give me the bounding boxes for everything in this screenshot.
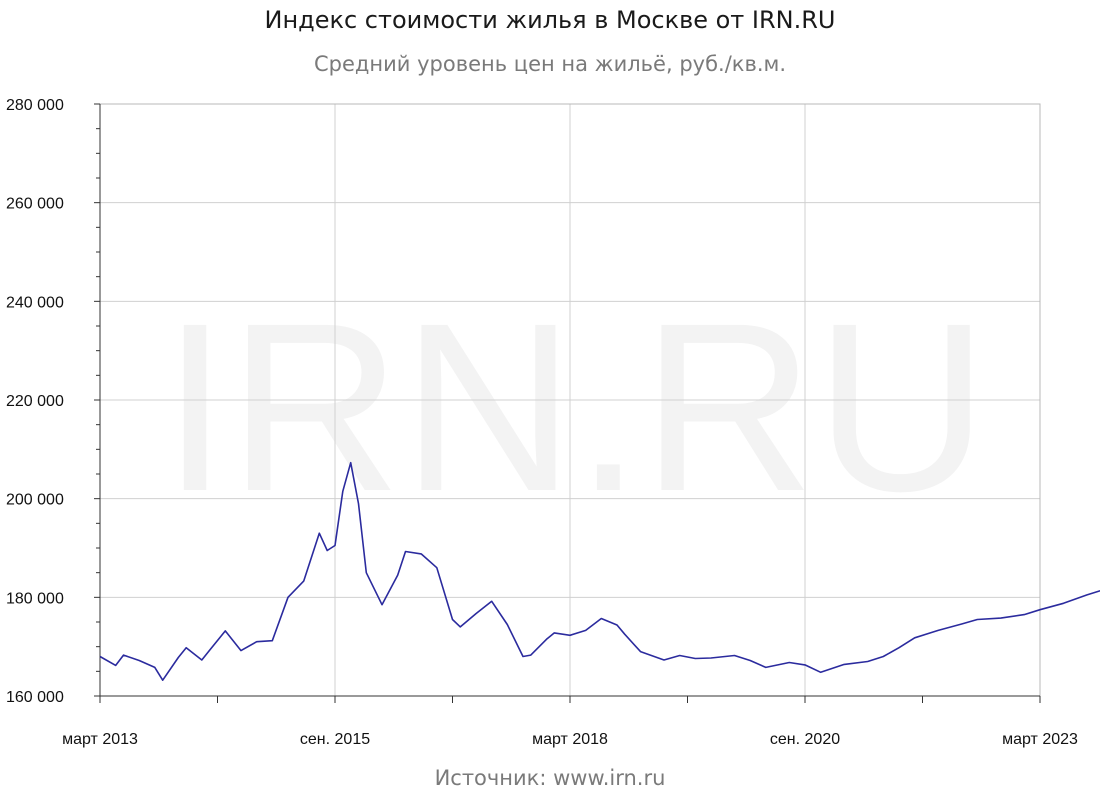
y-tick-label: 180 000 [6, 590, 64, 607]
y-tick-label: 200 000 [6, 492, 64, 509]
y-tick-label: 280 000 [6, 97, 64, 114]
x-tick-label: март 2018 [532, 731, 608, 748]
y-tick-label: 160 000 [6, 689, 64, 706]
grid [100, 104, 1040, 696]
axes: 160 000 180 000 200 000 220 000 240 000 260 0… [6, 97, 1078, 748]
chart-subtitle: Средний уровень цен на жильё, руб./кв.м. [313, 52, 787, 76]
y-tick-label: 240 000 [6, 294, 64, 311]
series-line [99, 461, 1100, 681]
y-tick-label: 260 000 [6, 196, 64, 213]
x-tick-label: сен. 2020 [770, 731, 840, 748]
x-tick-label: март 2013 [62, 731, 138, 748]
x-tick-label: март 2023 [1002, 731, 1078, 748]
y-tick-label: 220 000 [6, 393, 64, 410]
watermark: IRN.RU [162, 273, 989, 541]
chart-title: Индекс стоимости жилья в Москве от IRN.R… [264, 6, 836, 34]
source-note: Источник: www.irn.ru [434, 766, 666, 790]
x-tick-label: сен. 2015 [300, 731, 370, 748]
